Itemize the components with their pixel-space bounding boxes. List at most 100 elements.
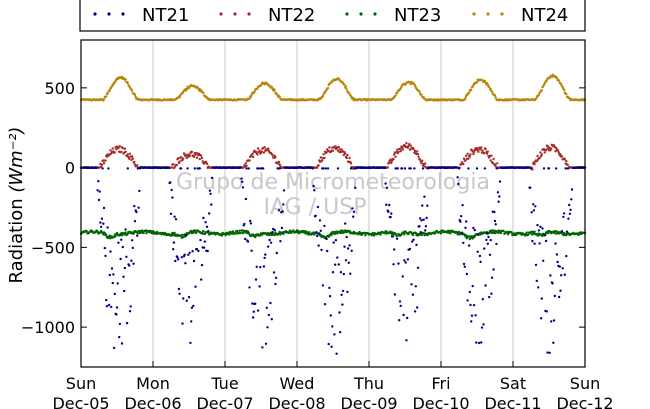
NT21-point-2454 bbox=[332, 241, 335, 244]
NT23-point-1459 bbox=[120, 234, 124, 237]
NT23-point-1489 bbox=[142, 231, 145, 235]
NT21-point-2250 bbox=[185, 299, 188, 302]
NT21-point-2728 bbox=[529, 167, 533, 170]
NT21-point-2178 bbox=[133, 220, 137, 223]
NT21-point-2584 bbox=[426, 204, 429, 207]
NT21-point-2734 bbox=[534, 205, 537, 208]
NT21-point-2567 bbox=[413, 310, 417, 313]
NT21-point-2665 bbox=[484, 284, 487, 287]
NT21-point-2361 bbox=[265, 306, 268, 309]
NT21-point-2464 bbox=[339, 271, 343, 274]
NT22-point-956 bbox=[263, 146, 266, 149]
NT21-point-2165 bbox=[124, 228, 127, 231]
x-tick-date-4: Dec-09 bbox=[340, 394, 397, 409]
NT21-point-2781 bbox=[568, 203, 571, 207]
NT23-point-1775 bbox=[348, 229, 351, 233]
NT21-point-2259 bbox=[192, 304, 195, 308]
NT22-point-1338 bbox=[538, 156, 541, 160]
NT21-point-2628 bbox=[457, 167, 461, 170]
NT21-point-2174 bbox=[130, 239, 134, 242]
NT21-point-2131 bbox=[100, 225, 103, 228]
NT24-point-369 bbox=[345, 88, 348, 91]
NT21-point-2373 bbox=[274, 282, 277, 286]
NT21-point-2335 bbox=[246, 240, 250, 243]
NT24-point-368 bbox=[344, 85, 348, 88]
y-axis-label-text: Radiation bbox=[6, 193, 27, 284]
NT24-point-640 bbox=[540, 89, 543, 92]
NT22-point-1169 bbox=[416, 153, 420, 156]
NT21-point-2626 bbox=[456, 176, 459, 179]
NT21-point-2526 bbox=[384, 182, 387, 185]
NT21-point-2231 bbox=[172, 248, 175, 251]
NT22-point-1345 bbox=[543, 151, 546, 154]
NT24-point-343 bbox=[326, 87, 330, 90]
NT21-point-2580 bbox=[423, 195, 426, 198]
NT21-point-2451 bbox=[330, 345, 333, 348]
NT24-point-32 bbox=[102, 98, 106, 101]
NT21-point-2682 bbox=[496, 191, 500, 194]
NT22-point-1138 bbox=[394, 155, 397, 158]
NT21-point-2349 bbox=[256, 309, 260, 312]
NT22-point-1239 bbox=[467, 157, 470, 160]
NT22-point-1145 bbox=[399, 150, 402, 153]
NT21-point-2154 bbox=[116, 282, 119, 285]
NT21-point-2756 bbox=[550, 320, 553, 323]
NT21-point-2444 bbox=[325, 237, 328, 241]
NT21-point-2139 bbox=[105, 305, 109, 308]
legend: NT21 NT22 NT23 NT24 bbox=[79, 0, 586, 32]
NT24-point-37 bbox=[106, 92, 109, 96]
NT21-point-2581 bbox=[424, 229, 427, 232]
NT21-point-2157 bbox=[118, 322, 122, 326]
NT22-point-733 bbox=[102, 162, 106, 165]
NT21-point-2235 bbox=[174, 218, 178, 221]
NT21-point-2245 bbox=[182, 297, 185, 300]
NT21-point-2266 bbox=[197, 249, 200, 253]
NT21-point-2276 bbox=[204, 221, 207, 224]
NT21-point-2379 bbox=[278, 167, 281, 170]
NT21-point-2637 bbox=[464, 226, 467, 229]
NT22-point-1247 bbox=[472, 150, 476, 154]
NT24-point-550 bbox=[475, 81, 479, 84]
NT22-point-1363 bbox=[556, 148, 559, 152]
NT21-point-2785 bbox=[570, 188, 574, 191]
NT22-point-967 bbox=[271, 153, 274, 157]
NT21-point-2240 bbox=[178, 292, 181, 295]
NT21-point-2678 bbox=[493, 219, 497, 223]
y-tick-label-1: 0 bbox=[65, 159, 75, 178]
NT22-point-1273 bbox=[491, 161, 494, 165]
NT22-point-1074 bbox=[348, 156, 351, 160]
NT21-point-2150 bbox=[113, 292, 117, 296]
NT21-point-2771 bbox=[560, 230, 564, 233]
NT21-point-2481 bbox=[352, 215, 355, 218]
NT22-point-1242 bbox=[469, 153, 472, 156]
NT24-point-671 bbox=[562, 88, 566, 92]
NT23-point-1543 bbox=[181, 233, 184, 237]
NT24-point-71 bbox=[130, 89, 134, 93]
NT21-point-2147 bbox=[111, 281, 114, 285]
NT21-point-2743 bbox=[540, 297, 543, 300]
NT21-point-2747 bbox=[543, 234, 546, 237]
NT21-point-2542 bbox=[395, 237, 399, 240]
NT24-point-35 bbox=[105, 95, 108, 98]
NT21-point-2166 bbox=[125, 255, 128, 258]
NT24-point-234 bbox=[248, 97, 251, 101]
NT21-point-2770 bbox=[560, 274, 563, 277]
NT22-point-1334 bbox=[535, 159, 538, 163]
y-axis-label: Radiation (Wm⁻²) bbox=[6, 127, 27, 284]
legend-marker-NT21-1 bbox=[107, 12, 111, 16]
NT21-point-2172 bbox=[129, 305, 132, 308]
NT22-point-1241 bbox=[468, 155, 471, 158]
NT21-point-2248 bbox=[184, 262, 187, 265]
x-tick-date-7: Dec-12 bbox=[556, 394, 613, 409]
y-tick-label-3: −1000 bbox=[21, 318, 75, 337]
NT24-point-544 bbox=[471, 85, 474, 89]
NT21-point-2459 bbox=[336, 256, 339, 259]
NT21-point-2652 bbox=[475, 341, 478, 344]
NT22-point-1253 bbox=[477, 150, 480, 153]
NT21-point-2566 bbox=[413, 167, 416, 170]
NT21-point-2365 bbox=[268, 238, 271, 242]
NT23-point-1915 bbox=[449, 232, 452, 235]
NT21-point-2660 bbox=[480, 326, 484, 329]
NT21-point-2275 bbox=[203, 240, 206, 243]
NT21-point-2345 bbox=[254, 302, 257, 305]
